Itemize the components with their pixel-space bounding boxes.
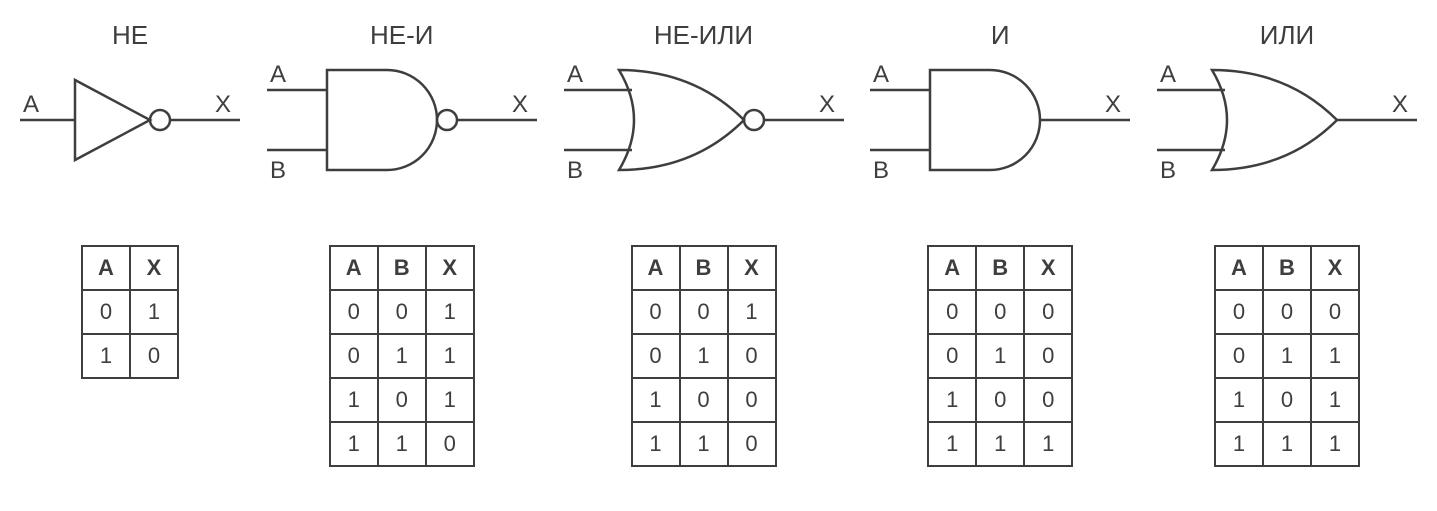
- pin-label-x: X: [1105, 91, 1121, 118]
- pin-label-x: X: [215, 91, 231, 118]
- pin-label-a: A: [270, 61, 286, 88]
- gate-symbol-and: A B X: [870, 55, 1130, 185]
- pin-label-x: X: [512, 91, 528, 118]
- th: X: [130, 246, 178, 290]
- truth-table-or: A B X 000 011 101 111: [1214, 245, 1360, 467]
- pin-label-b: B: [873, 157, 889, 184]
- gate-symbol-nand: A B X: [267, 55, 537, 185]
- gate-symbol-not: A X: [20, 55, 240, 185]
- gate-symbol-or: A B X: [1157, 55, 1417, 185]
- truth-table-not: A X 01 10: [81, 245, 179, 379]
- pin-label-a: A: [23, 91, 39, 118]
- pin-label-b: B: [270, 157, 286, 184]
- pin-label-x: X: [819, 91, 835, 118]
- truth-table-nand: A B X 001 011 101 110: [329, 245, 475, 467]
- pin-label-b: B: [567, 157, 583, 184]
- gate-block-and: И A B X A B X 000 010 100 111: [870, 20, 1130, 467]
- gate-block-nand: НЕ-И A B X A B X 001 011 101 110: [267, 20, 537, 467]
- gate-title-and: И: [991, 20, 1010, 51]
- gate-title-nor: НЕ-ИЛИ: [654, 20, 753, 51]
- gate-title-nand: НЕ-И: [370, 20, 433, 51]
- gate-block-nor: НЕ-ИЛИ A B X A B X 001 010 100 110: [564, 20, 844, 467]
- pin-label-b: B: [1160, 157, 1176, 184]
- gate-block-or: ИЛИ A B X A B X 000 011 101 111: [1157, 20, 1417, 467]
- pin-label-a: A: [567, 61, 583, 88]
- pin-label-a: A: [1160, 61, 1176, 88]
- th: A: [82, 246, 130, 290]
- gate-title-not: НЕ: [112, 20, 148, 51]
- pin-label-a: A: [873, 61, 889, 88]
- pin-label-x: X: [1392, 91, 1408, 118]
- truth-table-nor: A B X 001 010 100 110: [631, 245, 777, 467]
- gate-block-not: НЕ A X A X 01 10: [20, 20, 240, 379]
- truth-table-and: A B X 000 010 100 111: [927, 245, 1073, 467]
- gate-title-or: ИЛИ: [1260, 20, 1314, 51]
- gate-symbol-nor: A B X: [564, 55, 844, 185]
- gates-row: НЕ A X A X 01 10 НЕ-И: [20, 20, 1417, 467]
